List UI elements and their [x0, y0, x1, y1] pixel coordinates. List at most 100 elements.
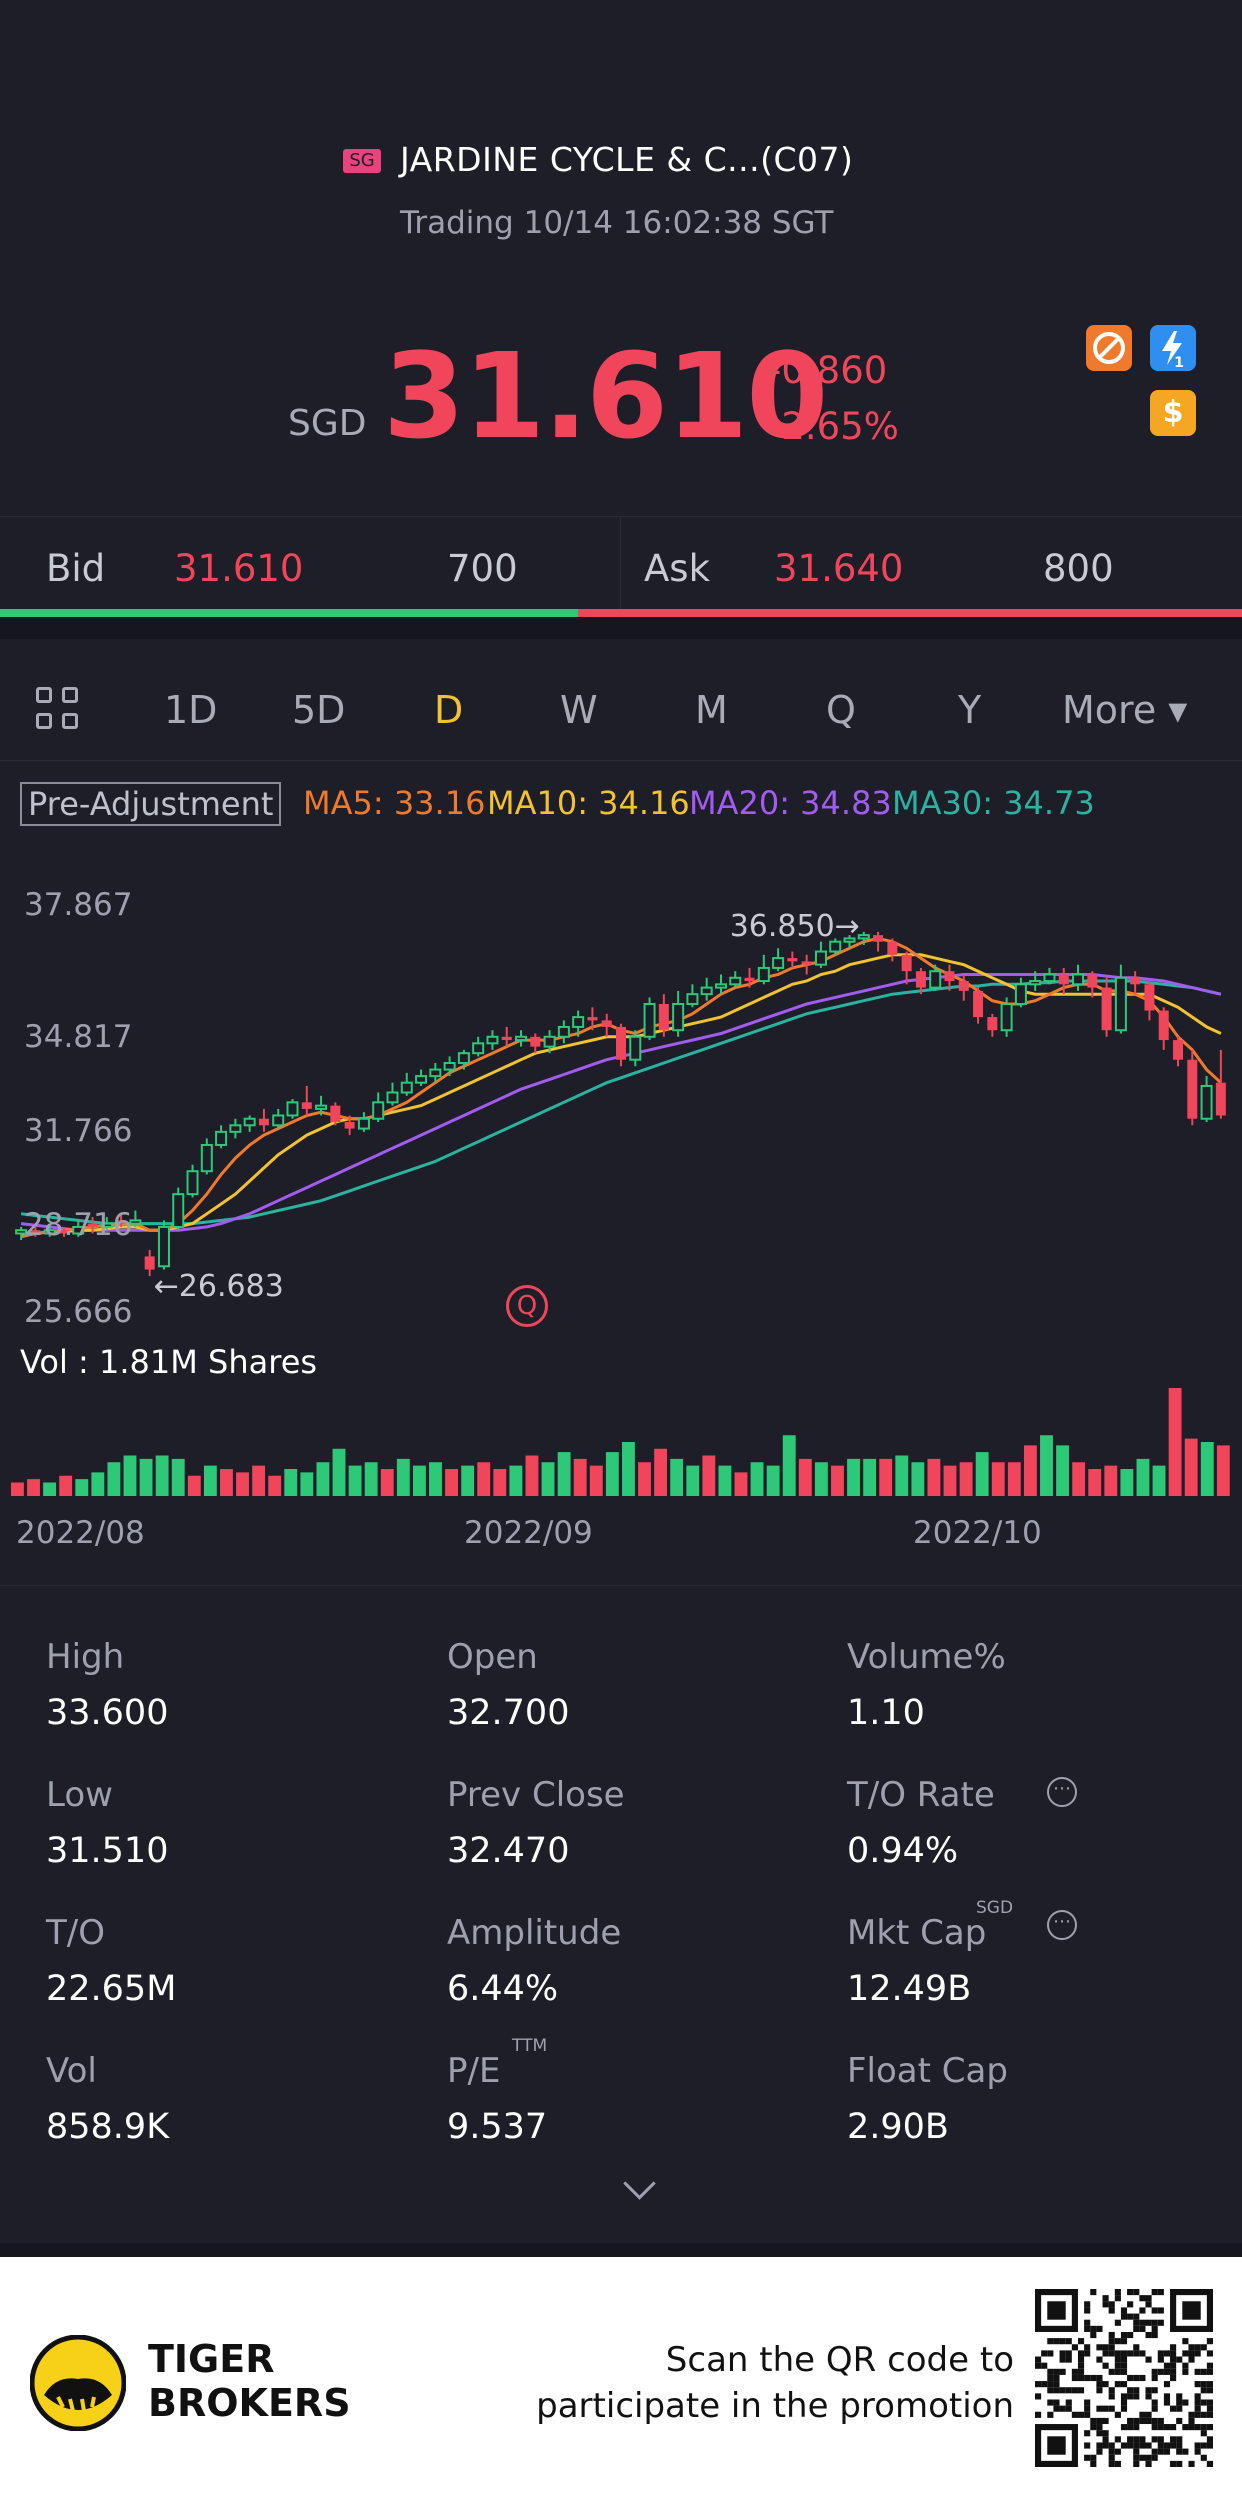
candle [557, 1020, 570, 1044]
volume-bar [220, 1469, 233, 1496]
tab-more[interactable]: More ▾ [1062, 688, 1188, 732]
candle [958, 974, 969, 1001]
tab-y[interactable]: Y [958, 688, 982, 732]
brand-line-1: TIGER [148, 2337, 275, 2381]
bid-strength-bar [0, 609, 578, 617]
dollar-icon[interactable]: $ [1150, 390, 1196, 436]
candle [472, 1036, 485, 1057]
brand-name: TIGER BROKERS [148, 2337, 351, 2425]
stock-title[interactable]: JARDINE CYCLE & C...(C07) [400, 140, 854, 179]
change-percent: -2.65% [768, 405, 899, 448]
ma10-value: MA10: 34.16 [487, 784, 690, 822]
candle [1058, 967, 1069, 995]
dollar-glyph: $ [1162, 395, 1184, 430]
volume-bar [139, 1458, 153, 1496]
volume-chart[interactable] [0, 1380, 1242, 1500]
candle [987, 1013, 998, 1037]
candle [757, 954, 770, 985]
grid-icon[interactable] [36, 687, 82, 733]
volume-bar [155, 1455, 169, 1496]
tab-d[interactable]: D [434, 688, 464, 732]
x-tick-label: 2022/08 [16, 1515, 145, 1551]
y-tick-label: 31.766 [24, 1113, 133, 1149]
info-icon[interactable]: ⋯ [1047, 1777, 1077, 1807]
x-tick-label: 2022/10 [913, 1515, 1042, 1551]
volume-bar [1072, 1462, 1086, 1496]
period-tabs: 1D 5D D W M Q Y More ▾ [0, 640, 1242, 760]
volume-bar [43, 1482, 57, 1496]
candle [30, 1226, 41, 1237]
promo-text: Scan the QR code to participate in the p… [536, 2337, 1014, 2429]
ask-size: 800 [1043, 547, 1114, 590]
tab-m[interactable]: M [695, 688, 728, 732]
volume-bar [766, 1465, 780, 1496]
ma20-value: MA20: 34.83 [689, 784, 892, 822]
volume-bar [348, 1465, 362, 1496]
candle [372, 1092, 385, 1123]
price-change: -0.860 -2.65% [768, 343, 899, 455]
stat-value: 33.600 [46, 1693, 169, 1733]
candle [787, 951, 798, 968]
candle [272, 1108, 285, 1129]
lightning-level: 1 [1174, 355, 1184, 371]
tab-q[interactable]: Q [826, 688, 856, 732]
volume-bar [1040, 1435, 1053, 1496]
stat-label: Prev Close [447, 1775, 625, 1815]
volume-bar [1200, 1442, 1214, 1496]
volume-bar [959, 1462, 973, 1496]
stat-label: Open [447, 1637, 538, 1677]
candle [944, 964, 955, 991]
ask-label: Ask [644, 547, 711, 590]
candle [814, 941, 827, 968]
candle [330, 1102, 341, 1126]
candle [229, 1118, 242, 1139]
bid-size: 700 [447, 547, 518, 590]
candle [587, 1007, 598, 1031]
candle [729, 971, 742, 988]
tab-5d[interactable]: 5D [292, 688, 346, 732]
volume-bar [654, 1448, 668, 1496]
candle [116, 1213, 127, 1227]
volume-bar [364, 1462, 378, 1496]
candle [457, 1049, 470, 1070]
candle [700, 977, 713, 1001]
candle [801, 954, 812, 975]
volume-bar [557, 1452, 571, 1496]
candle [616, 1023, 626, 1067]
quote-header: SG JARDINE CYCLE & C...(C07) Trading 10/… [0, 0, 1242, 515]
candle [172, 1187, 185, 1231]
event-marker-icon[interactable]: Q [506, 1285, 548, 1327]
volume-bar [541, 1462, 555, 1496]
volume-bar [718, 1465, 732, 1496]
candle [1187, 1049, 1198, 1126]
volume-bar [589, 1465, 603, 1496]
candle [530, 1033, 541, 1054]
volume-bar [895, 1455, 909, 1496]
ask-price: 31.640 [774, 547, 904, 590]
candle [1014, 977, 1027, 1008]
candle [344, 1115, 355, 1136]
ma5-value: MA5: 33.16 [303, 784, 486, 822]
candle [100, 1217, 113, 1231]
no-short-icon[interactable] [1086, 325, 1132, 371]
stat-value: 1.10 [847, 1693, 925, 1733]
stat-value: 12.49B [847, 1969, 972, 2009]
lightning-icon[interactable]: 1 [1150, 325, 1196, 371]
volume-bar [847, 1458, 860, 1496]
candle [1158, 1007, 1169, 1050]
pre-adjustment-toggle[interactable]: Pre-Adjustment [20, 782, 282, 826]
volume-bar [863, 1458, 877, 1496]
volume-bar [27, 1479, 40, 1496]
info-icon[interactable]: ⋯ [1047, 1910, 1077, 1940]
candle [386, 1082, 399, 1106]
volume-bar [75, 1479, 89, 1496]
candle [357, 1112, 370, 1132]
tab-w[interactable]: W [560, 688, 598, 732]
promo-footer: TIGER BROKERS Scan the QR code to partic… [0, 2257, 1242, 2498]
volume-bar [782, 1435, 796, 1496]
candlestick-chart[interactable]: 36.850→ ←26.683 [0, 870, 1242, 1330]
stat-label: Vol [46, 2051, 97, 2091]
currency-label: SGD [288, 403, 367, 444]
qr-code[interactable] [1035, 2289, 1213, 2467]
tab-1d[interactable]: 1D [164, 688, 218, 732]
